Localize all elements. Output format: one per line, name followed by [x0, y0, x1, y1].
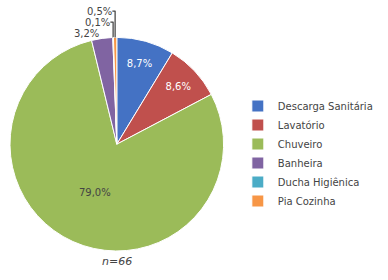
svg-text:8,6%: 8,6%	[166, 81, 191, 92]
svg-text:n=66: n=66	[102, 255, 132, 268]
svg-text:Ducha Higiênica: Ducha Higiênica	[278, 177, 360, 188]
svg-text:Lavatório: Lavatório	[278, 120, 325, 131]
svg-text:79,0%: 79,0%	[79, 187, 111, 198]
svg-text:3,2%: 3,2%	[74, 28, 99, 39]
svg-text:Pia Cozinha: Pia Cozinha	[278, 196, 336, 207]
svg-text:8,7%: 8,7%	[127, 58, 152, 69]
svg-text:0,5%: 0,5%	[87, 6, 112, 17]
svg-text:0,1%: 0,1%	[85, 17, 110, 28]
svg-text:Descarga Sanitária: Descarga Sanitária	[278, 101, 373, 112]
svg-text:Chuveiro: Chuveiro	[278, 139, 323, 150]
svg-text:Banheira: Banheira	[278, 158, 323, 169]
